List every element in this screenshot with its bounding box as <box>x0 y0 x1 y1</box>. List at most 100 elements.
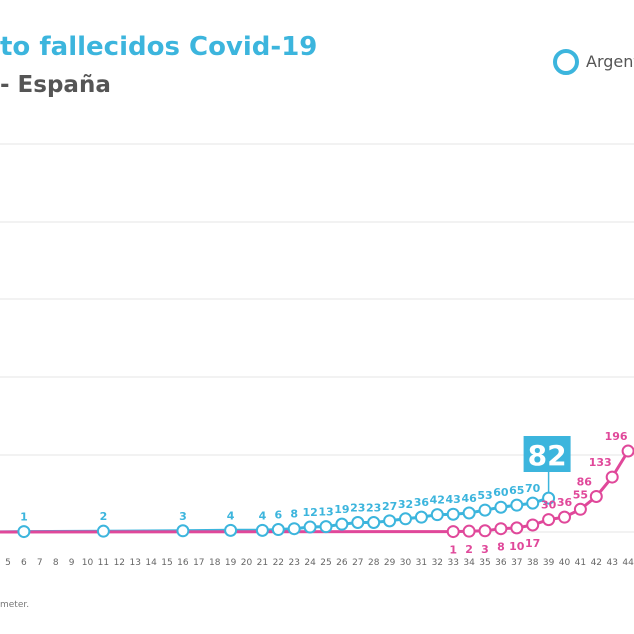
data-label: 1 <box>449 544 457 557</box>
data-point-0 <box>351 516 365 530</box>
legend-marker-icon <box>553 49 579 75</box>
x-tick-label: 23 <box>288 558 299 568</box>
data-point-1 <box>589 489 603 503</box>
x-tick-label: 5 <box>5 558 11 568</box>
x-tick-label: 22 <box>273 558 284 568</box>
x-tick-label: 33 <box>447 558 458 568</box>
data-point-0 <box>176 524 190 538</box>
data-point-0 <box>17 525 31 539</box>
data-point-0 <box>414 510 428 524</box>
x-tick-label: 42 <box>591 558 602 568</box>
data-point-1 <box>462 524 476 538</box>
x-tick-label: 17 <box>193 558 204 568</box>
x-tick-label: 43 <box>606 558 617 568</box>
x-tick-label: 40 <box>559 558 571 568</box>
data-label: 1 <box>20 511 28 524</box>
data-point-0 <box>303 520 317 534</box>
x-tick-label: 7 <box>37 558 43 568</box>
data-point-1 <box>542 513 556 527</box>
x-tick-label: 28 <box>368 558 380 568</box>
x-tick-label: 19 <box>225 558 237 568</box>
x-tick-label: 12 <box>114 558 125 568</box>
x-tick-label: 16 <box>177 558 189 568</box>
x-tick-label: 15 <box>161 558 172 568</box>
data-point-0 <box>510 498 524 512</box>
x-tick-label: 32 <box>432 558 443 568</box>
data-label: 17 <box>525 537 540 550</box>
data-point-0 <box>271 523 285 537</box>
data-label: 55 <box>573 488 588 501</box>
x-tick-label: 21 <box>257 558 268 568</box>
data-label: 36 <box>557 496 573 509</box>
data-label: 23 <box>350 502 365 515</box>
data-point-1 <box>446 525 460 539</box>
data-label: 12 <box>302 506 317 519</box>
data-label: 196 <box>605 430 628 443</box>
x-tick-label: 13 <box>129 558 140 568</box>
data-label: 133 <box>589 456 612 469</box>
data-label: 32 <box>398 498 413 511</box>
highlight-callout: 82 <box>523 436 571 493</box>
x-tick-label: 31 <box>416 558 427 568</box>
x-tick-label: 35 <box>479 558 490 568</box>
x-tick-label: 38 <box>527 558 539 568</box>
data-point-1 <box>621 444 634 458</box>
x-tick-label: 18 <box>209 558 221 568</box>
data-point-0 <box>526 496 540 510</box>
data-point-0 <box>494 500 508 514</box>
data-label: 27 <box>382 500 397 513</box>
data-point-1 <box>510 521 524 535</box>
data-point-0 <box>430 508 444 522</box>
x-tick-label: 27 <box>352 558 363 568</box>
data-label: 10 <box>509 540 525 553</box>
data-label: 19 <box>334 503 349 516</box>
x-tick-label: 39 <box>543 558 555 568</box>
data-point-0 <box>255 523 269 537</box>
data-label: 60 <box>493 486 509 499</box>
x-tick-label: 6 <box>21 558 27 568</box>
data-point-0 <box>383 514 397 528</box>
data-label: 42 <box>430 494 445 507</box>
data-point-0 <box>478 503 492 517</box>
data-label: 53 <box>477 489 492 502</box>
x-tick-label: 10 <box>82 558 94 568</box>
data-label: 86 <box>577 475 593 488</box>
data-labels: 1 2 3 4 4 6 8 12 13 19 23 23 27 32 36 42 43 46 53 60 65 701 2 3… <box>20 430 628 557</box>
data-label: 65 <box>509 484 524 497</box>
x-tick-label: 24 <box>304 558 316 568</box>
x-tick-label: 34 <box>463 558 475 568</box>
data-point-0 <box>287 522 301 536</box>
data-label: 2 <box>100 510 108 523</box>
callout-box <box>523 436 571 472</box>
data-label: 8 <box>290 508 298 521</box>
x-tick-label: 41 <box>575 558 586 568</box>
data-label: 30 <box>541 499 557 512</box>
x-tick-label: 29 <box>384 558 396 568</box>
x-tick-label: 20 <box>241 558 253 568</box>
x-tick-label: 14 <box>145 558 157 568</box>
data-label: 70 <box>525 482 541 495</box>
x-tick-label: 25 <box>320 558 331 568</box>
data-point-0 <box>335 517 349 531</box>
x-tick-label: 30 <box>400 558 412 568</box>
data-label: 43 <box>446 493 461 506</box>
data-point-1 <box>478 524 492 538</box>
callout-value: 82 <box>528 439 567 472</box>
data-label: 4 <box>227 509 235 522</box>
data-point-0 <box>446 507 460 521</box>
gridlines <box>0 143 634 533</box>
x-tick-label: 26 <box>336 558 348 568</box>
series-points <box>17 444 634 539</box>
data-label: 23 <box>366 502 381 515</box>
x-tick-label: 11 <box>98 558 109 568</box>
data-point-0 <box>224 523 238 537</box>
source-note: meter. <box>0 600 30 610</box>
x-tick-label: 36 <box>495 558 507 568</box>
data-point-0 <box>319 520 333 534</box>
data-label: 8 <box>497 541 505 554</box>
chart-title: to fallecidos Covid-19 <box>0 32 318 62</box>
x-tick-label: 9 <box>69 558 75 568</box>
x-tick-label: 8 <box>53 558 59 568</box>
data-point-1 <box>526 518 540 532</box>
data-label: 3 <box>179 510 187 523</box>
